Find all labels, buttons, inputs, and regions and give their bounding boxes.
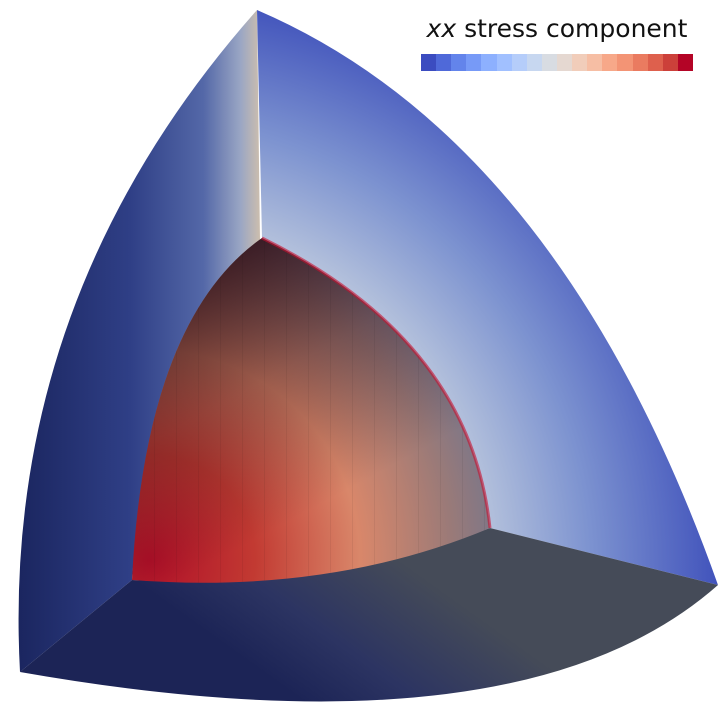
colorbar-swatch [436, 54, 452, 71]
colorbar-swatch [541, 54, 557, 71]
colorbar [421, 54, 693, 71]
colorbar-swatch [496, 54, 512, 71]
colorbar-swatch [647, 54, 663, 71]
inner-cavity-mesh-bands [132, 238, 490, 583]
colorbar-swatch [511, 54, 527, 71]
colorbar-swatch [602, 54, 618, 71]
cavity-rim [261, 236, 492, 529]
colorbar-swatch [421, 54, 437, 71]
colorbar-swatch [662, 54, 678, 71]
colorbar-swatch [587, 54, 603, 71]
colorbar-swatch [632, 54, 648, 71]
colorbar-swatch [556, 54, 573, 71]
outer-shell-left-face [18, 10, 261, 672]
colorbar-swatch [572, 54, 588, 71]
legend-title-rest: stress component [456, 14, 688, 43]
colorbar-swatch [451, 54, 467, 71]
colorbar-swatch [526, 54, 542, 71]
legend-title: xx stress component [392, 14, 720, 43]
bottom-section-face [20, 528, 718, 702]
right-section-face [257, 10, 718, 585]
colorbar-swatch [677, 54, 693, 71]
legend-title-italic: xx [426, 14, 457, 43]
colorbar-swatch [617, 54, 633, 71]
colorbar-swatch [466, 54, 482, 71]
colorbar-swatch [481, 54, 497, 71]
